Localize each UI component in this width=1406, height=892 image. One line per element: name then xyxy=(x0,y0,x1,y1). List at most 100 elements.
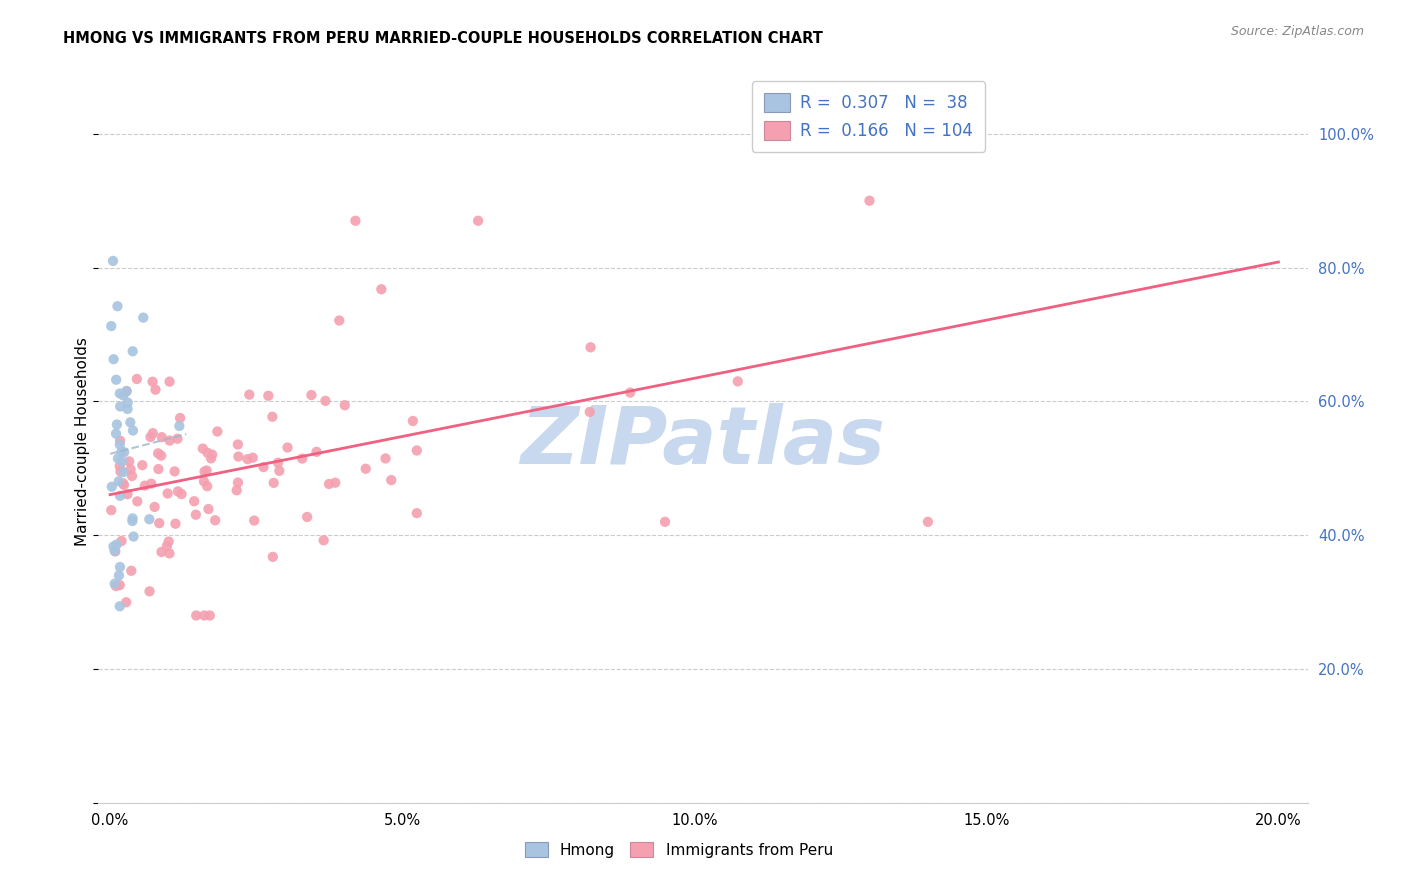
Point xyxy=(167,484,190,499)
Point xyxy=(195,479,218,493)
Point xyxy=(111,454,134,468)
Point xyxy=(165,516,187,531)
Point xyxy=(226,475,249,490)
Point xyxy=(402,414,425,428)
Point xyxy=(118,454,141,468)
Point xyxy=(105,373,128,387)
Point xyxy=(374,451,396,466)
Point xyxy=(104,576,127,591)
Point xyxy=(159,375,181,389)
Point xyxy=(110,400,132,414)
Point xyxy=(579,340,602,354)
Point xyxy=(142,426,165,441)
Point xyxy=(108,475,131,489)
Point xyxy=(142,375,165,389)
Point xyxy=(108,599,131,614)
Point xyxy=(112,445,135,459)
Point xyxy=(354,461,377,475)
Point xyxy=(195,463,218,477)
Point xyxy=(159,546,181,560)
Point xyxy=(170,487,193,501)
Point xyxy=(122,530,145,544)
Point xyxy=(184,508,207,522)
Point xyxy=(100,503,122,517)
Point xyxy=(105,426,128,441)
Point xyxy=(314,393,336,408)
Point xyxy=(121,469,143,483)
Point xyxy=(121,514,143,528)
Point xyxy=(405,443,427,458)
Point xyxy=(305,445,328,459)
Point xyxy=(654,515,676,529)
Point xyxy=(138,584,160,599)
Point xyxy=(141,476,163,491)
Point xyxy=(108,437,131,451)
Point xyxy=(193,465,215,479)
Point xyxy=(132,310,155,325)
Point xyxy=(117,395,139,409)
Point xyxy=(166,432,188,446)
Point xyxy=(110,465,132,479)
Point xyxy=(238,387,260,401)
Point xyxy=(917,515,939,529)
Point xyxy=(108,434,131,448)
Point xyxy=(110,444,132,458)
Point xyxy=(727,375,749,389)
Point xyxy=(121,344,143,359)
Point xyxy=(333,398,356,412)
Point xyxy=(115,384,138,399)
Point xyxy=(276,441,298,455)
Point xyxy=(112,478,135,492)
Point xyxy=(197,502,219,516)
Point xyxy=(269,464,291,478)
Point xyxy=(405,506,427,520)
Point xyxy=(619,385,641,400)
Point xyxy=(262,409,284,424)
Point xyxy=(112,465,135,479)
Point xyxy=(156,486,179,500)
Text: HMONG VS IMMIGRANTS FROM PERU MARRIED-COUPLE HOUSEHOLDS CORRELATION CHART: HMONG VS IMMIGRANTS FROM PERU MARRIED-CO… xyxy=(63,31,823,46)
Point xyxy=(262,549,284,564)
Point xyxy=(263,475,285,490)
Point xyxy=(117,487,139,501)
Point xyxy=(134,478,156,492)
Point xyxy=(201,448,224,462)
Text: Source: ZipAtlas.com: Source: ZipAtlas.com xyxy=(1230,25,1364,38)
Point xyxy=(138,512,160,526)
Point xyxy=(236,452,259,467)
Point xyxy=(103,540,125,554)
Point xyxy=(104,544,127,558)
Point xyxy=(207,425,229,439)
Point xyxy=(380,473,402,487)
Point xyxy=(108,578,131,592)
Point xyxy=(578,405,600,419)
Point xyxy=(115,595,138,609)
Point xyxy=(148,516,170,530)
Point xyxy=(108,459,131,474)
Point xyxy=(145,383,167,397)
Point xyxy=(299,388,322,402)
Point xyxy=(197,446,219,460)
Point xyxy=(110,533,132,548)
Point xyxy=(100,319,122,334)
Legend: Hmong, Immigrants from Peru: Hmong, Immigrants from Peru xyxy=(519,836,839,863)
Point xyxy=(120,564,142,578)
Point xyxy=(157,534,180,549)
Point xyxy=(103,352,125,367)
Point xyxy=(112,388,135,402)
Point xyxy=(200,451,222,466)
Point xyxy=(148,462,170,476)
Point xyxy=(146,446,169,460)
Point xyxy=(108,489,131,503)
Point xyxy=(120,462,142,476)
Point xyxy=(318,477,340,491)
Point xyxy=(122,424,145,438)
Point xyxy=(228,450,250,464)
Point xyxy=(105,417,128,432)
Point xyxy=(112,476,135,491)
Point xyxy=(107,451,129,466)
Point xyxy=(242,450,264,465)
Point xyxy=(108,560,131,574)
Point xyxy=(858,194,880,208)
Point xyxy=(193,475,215,489)
